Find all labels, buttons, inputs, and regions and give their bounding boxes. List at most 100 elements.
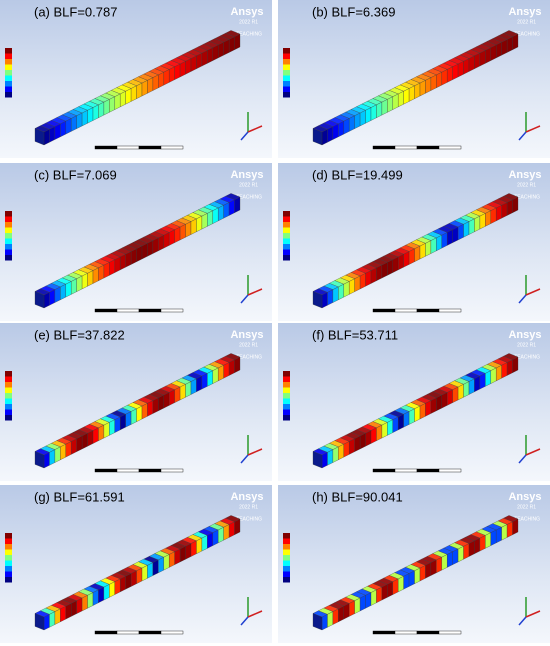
legend-swatch bbox=[5, 560, 12, 566]
beam-top bbox=[503, 193, 519, 200]
scale-bar bbox=[394, 630, 418, 635]
beam-end bbox=[34, 451, 45, 469]
beam-end bbox=[34, 291, 45, 309]
scale-bar bbox=[372, 145, 396, 150]
scale-bar bbox=[372, 308, 396, 313]
beam-end bbox=[34, 613, 45, 631]
legend-swatch bbox=[5, 382, 12, 388]
panel-label: (b) BLF=6.369 bbox=[312, 4, 395, 19]
beam-top bbox=[225, 193, 241, 200]
triad-axis bbox=[518, 616, 527, 626]
scale-bar bbox=[394, 468, 418, 473]
legend-swatch bbox=[283, 404, 290, 410]
legend-swatch bbox=[283, 233, 290, 239]
brand-edition: TEACHING bbox=[514, 354, 540, 360]
panel-label: (h) BLF=90.041 bbox=[312, 489, 403, 504]
legend-swatch bbox=[5, 59, 12, 65]
triad-axis bbox=[518, 131, 527, 141]
legend-swatch bbox=[5, 233, 12, 239]
legend-swatch bbox=[5, 211, 12, 217]
legend-swatch bbox=[283, 244, 290, 250]
legend-swatch bbox=[283, 211, 290, 217]
legend-swatch bbox=[283, 70, 290, 76]
panel-label: (g) BLF=61.591 bbox=[34, 489, 125, 504]
brand-name: Ansys bbox=[230, 491, 263, 503]
brand-edition: TEACHING bbox=[514, 31, 540, 37]
legend-swatch bbox=[5, 544, 12, 550]
brand-version: 2022 R1 bbox=[517, 19, 536, 25]
brand-name: Ansys bbox=[230, 169, 263, 181]
brand-version: 2022 R1 bbox=[239, 19, 258, 25]
beam-end bbox=[312, 451, 323, 469]
legend-swatch bbox=[283, 560, 290, 566]
legend-swatch bbox=[5, 387, 12, 393]
legend-swatch bbox=[5, 238, 12, 244]
brand-name: Ansys bbox=[508, 329, 541, 341]
legend-swatch bbox=[283, 577, 290, 583]
legend-swatch bbox=[283, 238, 290, 244]
legend-swatch bbox=[5, 549, 12, 555]
legend-swatch bbox=[5, 255, 12, 261]
legend-swatch bbox=[5, 538, 12, 544]
legend-swatch bbox=[283, 222, 290, 228]
scale-bar bbox=[138, 308, 162, 313]
legend-swatch bbox=[5, 222, 12, 228]
beam-end bbox=[34, 128, 45, 146]
scale-bar bbox=[438, 308, 462, 313]
legend-swatch bbox=[283, 81, 290, 87]
scale-bar bbox=[160, 145, 184, 150]
brand-version: 2022 R1 bbox=[517, 504, 536, 510]
scale-bar bbox=[138, 630, 162, 635]
triad-axis bbox=[518, 294, 527, 304]
legend-swatch bbox=[283, 75, 290, 81]
brand-version: 2022 R1 bbox=[239, 504, 258, 510]
legend-swatch bbox=[283, 59, 290, 65]
legend-swatch bbox=[283, 64, 290, 70]
legend-swatch bbox=[283, 538, 290, 544]
legend-swatch bbox=[5, 75, 12, 81]
legend-swatch bbox=[5, 48, 12, 54]
scale-bar bbox=[438, 630, 462, 635]
scale-bar bbox=[138, 145, 162, 150]
scale-bar bbox=[160, 630, 184, 635]
brand-edition: TEACHING bbox=[236, 516, 262, 522]
legend-swatch bbox=[5, 415, 12, 421]
beam-top bbox=[225, 353, 241, 360]
brand-name: Ansys bbox=[230, 6, 263, 18]
triad-axis bbox=[240, 294, 249, 304]
beam-top bbox=[225, 515, 241, 522]
triad-axis bbox=[240, 616, 249, 626]
legend-swatch bbox=[283, 86, 290, 92]
triad-axis bbox=[525, 288, 541, 296]
triad-axis bbox=[247, 125, 263, 133]
beam-end bbox=[312, 613, 323, 631]
scale-bar bbox=[438, 145, 462, 150]
legend-swatch bbox=[283, 249, 290, 255]
panel-label: (f) BLF=53.711 bbox=[312, 327, 398, 342]
triad-axis bbox=[525, 125, 541, 133]
brand-name: Ansys bbox=[230, 329, 263, 341]
scale-bar bbox=[94, 308, 118, 313]
legend-swatch bbox=[5, 577, 12, 583]
panel-label: (c) BLF=7.069 bbox=[34, 167, 117, 182]
scale-bar bbox=[138, 468, 162, 473]
legend-swatch bbox=[283, 533, 290, 539]
legend-swatch bbox=[283, 371, 290, 377]
legend-swatch bbox=[5, 227, 12, 233]
legend-swatch bbox=[5, 371, 12, 377]
legend-swatch bbox=[283, 393, 290, 399]
scale-bar bbox=[372, 630, 396, 635]
beam-top bbox=[503, 30, 519, 37]
legend-swatch bbox=[5, 53, 12, 59]
legend-swatch bbox=[283, 544, 290, 550]
panel-label: (a) BLF=0.787 bbox=[34, 4, 117, 19]
legend-swatch bbox=[5, 533, 12, 539]
legend-swatch bbox=[5, 86, 12, 92]
legend-swatch bbox=[5, 64, 12, 70]
